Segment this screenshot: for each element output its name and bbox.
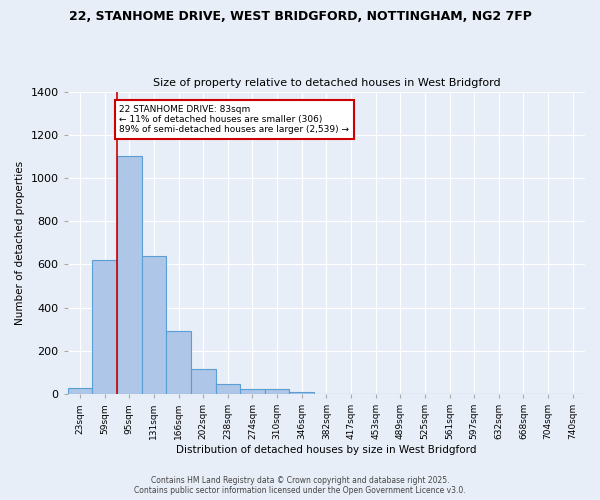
Text: Contains HM Land Registry data © Crown copyright and database right 2025.
Contai: Contains HM Land Registry data © Crown c… [134, 476, 466, 495]
Bar [142, 256, 166, 394]
Bar [265, 390, 289, 394]
Text: 22, STANHOME DRIVE, WEST BRIDGFORD, NOTTINGHAM, NG2 7FP: 22, STANHOME DRIVE, WEST BRIDGFORD, NOTT… [68, 10, 532, 23]
Y-axis label: Number of detached properties: Number of detached properties [15, 160, 25, 325]
Bar [215, 384, 240, 394]
Text: 22 STANHOME DRIVE: 83sqm
← 11% of detached houses are smaller (306)
89% of semi-: 22 STANHOME DRIVE: 83sqm ← 11% of detach… [119, 104, 349, 134]
Bar [68, 388, 92, 394]
Title: Size of property relative to detached houses in West Bridgford: Size of property relative to detached ho… [152, 78, 500, 88]
Bar [92, 260, 117, 394]
X-axis label: Distribution of detached houses by size in West Bridgford: Distribution of detached houses by size … [176, 445, 476, 455]
Bar [289, 392, 314, 394]
Bar [240, 390, 265, 394]
Bar [166, 332, 191, 394]
Bar [191, 368, 215, 394]
Bar [117, 156, 142, 394]
